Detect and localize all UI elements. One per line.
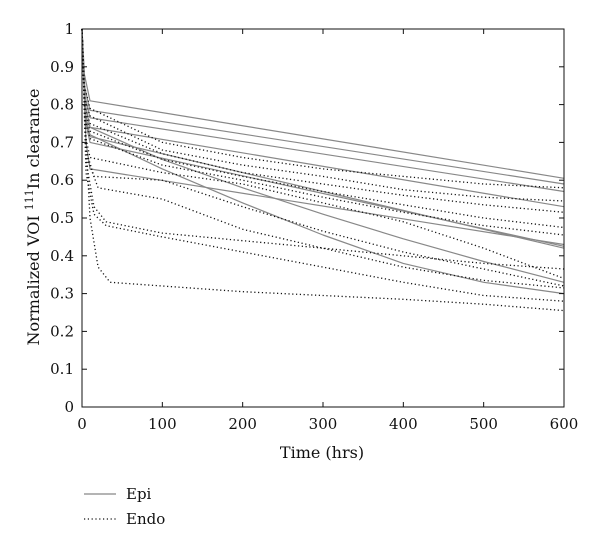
endo-curve-2 xyxy=(81,28,565,202)
y-axis-label-main: Normalized VOI xyxy=(24,210,43,345)
y-axis-label: Normalized VOI 111In clearance xyxy=(23,89,43,346)
epi-series-group xyxy=(81,28,565,295)
endo-curve-8 xyxy=(81,28,565,289)
x-tick-label: 0 xyxy=(77,415,87,433)
x-tick-label: 300 xyxy=(309,415,338,433)
endo-curve-4 xyxy=(81,28,565,229)
endo-curve-10 xyxy=(81,28,565,302)
legend-epi-label: Epi xyxy=(126,485,152,503)
endo-curve-7 xyxy=(81,28,565,287)
epi-curve-3 xyxy=(81,28,565,193)
plot-area xyxy=(81,28,565,312)
y-tick-label: 0.8 xyxy=(50,96,74,114)
x-tick-label: 600 xyxy=(550,415,579,433)
endo-curve-11 xyxy=(81,28,565,312)
y-tick-label: 0.2 xyxy=(50,322,74,340)
y-axis-label-superscript: 111 xyxy=(23,189,36,210)
x-tick-label: 100 xyxy=(148,415,177,433)
legend: Epi Endo xyxy=(84,485,165,528)
y-tick-label: 0.7 xyxy=(50,133,74,151)
legend-endo-label: Endo xyxy=(126,510,165,528)
plot-frame xyxy=(81,28,565,408)
x-axis-ticks: 0 100 200 300 400 500 600 xyxy=(77,29,578,433)
endo-curve-6 xyxy=(81,28,565,280)
y-tick-label: 0.1 xyxy=(50,360,74,378)
y-tick-label: 1 xyxy=(64,20,74,38)
endo-curve-5 xyxy=(81,28,565,236)
y-tick-label: 0.9 xyxy=(50,58,74,76)
y-tick-label: 0.6 xyxy=(50,171,74,189)
epi-curve-2 xyxy=(81,28,565,185)
epi-curve-8 xyxy=(81,28,565,283)
y-tick-label: 0.4 xyxy=(50,247,74,265)
epi-curve-7 xyxy=(81,28,565,246)
y-axis-ticks: 0 0.1 0.2 0.3 0.4 0.5 0.6 0.7 0.8 0.9 1 xyxy=(50,20,564,416)
y-tick-label: 0 xyxy=(64,398,74,416)
endo-series-group xyxy=(81,28,565,312)
epi-curve-9 xyxy=(81,28,565,295)
endo-curve-1 xyxy=(81,28,565,189)
y-tick-label: 0.3 xyxy=(50,285,74,303)
x-axis-label: Time (hrs) xyxy=(280,443,364,462)
y-axis-label-rest: In clearance xyxy=(24,89,43,190)
y-tick-label: 0.5 xyxy=(50,209,74,227)
x-tick-label: 400 xyxy=(389,415,418,433)
x-tick-label: 200 xyxy=(228,415,257,433)
x-tick-label: 500 xyxy=(469,415,498,433)
